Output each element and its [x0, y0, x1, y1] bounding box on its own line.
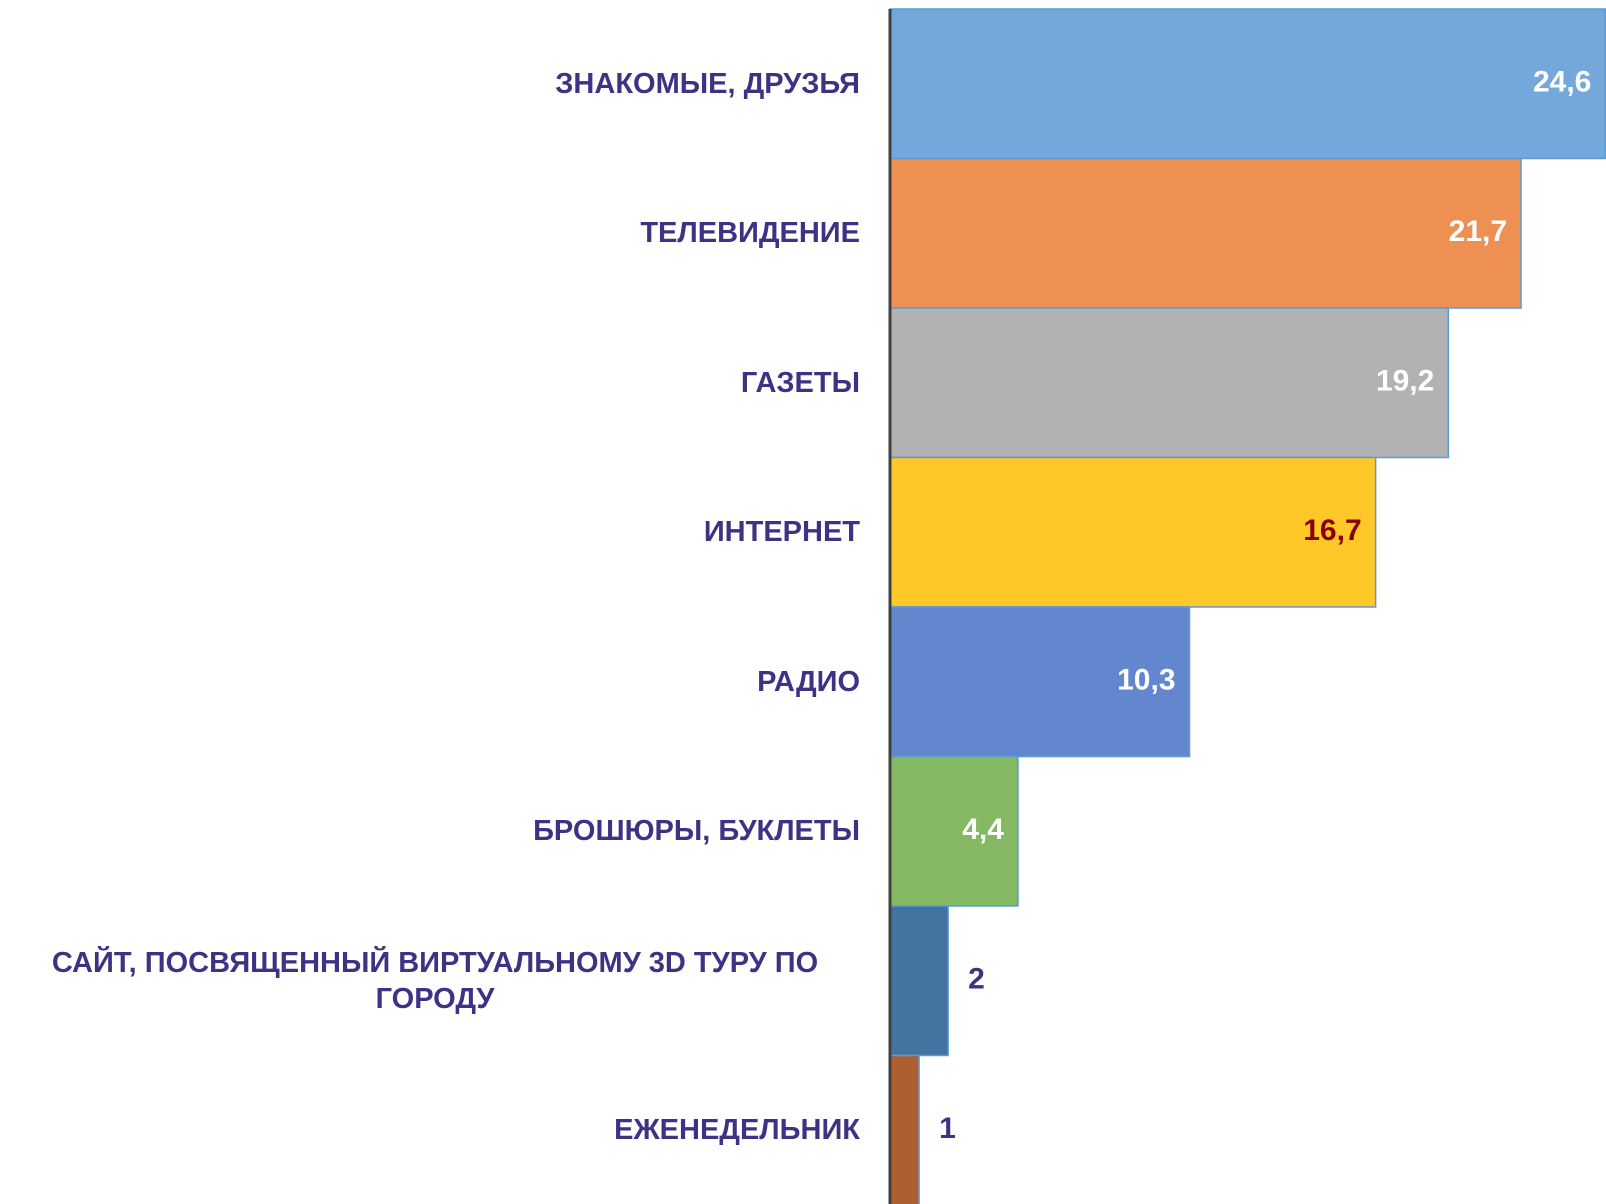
category-text: САЙТ, ПОСВЯЩЕННЫЙ ВИРТУАЛЬНОМУ 3D ТУРУ П…	[51, 946, 819, 1015]
category-label: ТЕЛЕВИДЕНИЕ	[10, 215, 860, 251]
category-text: БРОШЮРЫ, БУКЛЕТЫ	[533, 815, 860, 848]
bar	[889, 905, 949, 1057]
category-text: ТЕЛЕВИДЕНИЕ	[640, 217, 860, 250]
data-label: 2	[968, 963, 985, 996]
data-label: 24,6	[1533, 66, 1591, 99]
bar	[889, 755, 1019, 907]
category-label: ЕЖЕНЕДЕЛЬНИК	[10, 1112, 860, 1148]
category-text: ЗНАКОМЫЕ, ДРУЗЬЯ	[555, 67, 860, 100]
bar	[889, 606, 1191, 758]
category-label: РАДИО	[10, 664, 860, 700]
category-text: РАДИО	[757, 665, 860, 698]
bar	[889, 157, 1522, 309]
category-label: САЙТ, ПОСВЯЩЕННЫЙ ВИРТУАЛЬНОМУ 3D ТУРУ П…	[10, 945, 860, 1017]
category-label: БРОШЮРЫ, БУКЛЕТЫ	[10, 813, 860, 849]
data-label: 19,2	[1376, 365, 1434, 398]
category-text: ИНТЕРНЕТ	[703, 516, 860, 549]
data-label: 21,7	[1449, 215, 1507, 248]
data-label: 4,4	[962, 813, 1004, 846]
bar	[889, 456, 1377, 608]
data-label: 10,3	[1117, 664, 1175, 697]
category-label: ЗНАКОМЫЕ, ДРУЗЬЯ	[10, 66, 860, 102]
data-label: 1	[939, 1112, 956, 1145]
bar	[889, 307, 1450, 459]
category-label: ГАЗЕТЫ	[10, 365, 860, 401]
category-text: ГАЗЕТЫ	[740, 366, 860, 399]
bar	[889, 1054, 920, 1204]
category-text: ЕЖЕНЕДЕЛЬНИК	[614, 1114, 860, 1147]
data-label: 16,7	[1303, 514, 1361, 547]
category-label: ИНТЕРНЕТ	[10, 514, 860, 550]
bar	[889, 8, 1606, 160]
